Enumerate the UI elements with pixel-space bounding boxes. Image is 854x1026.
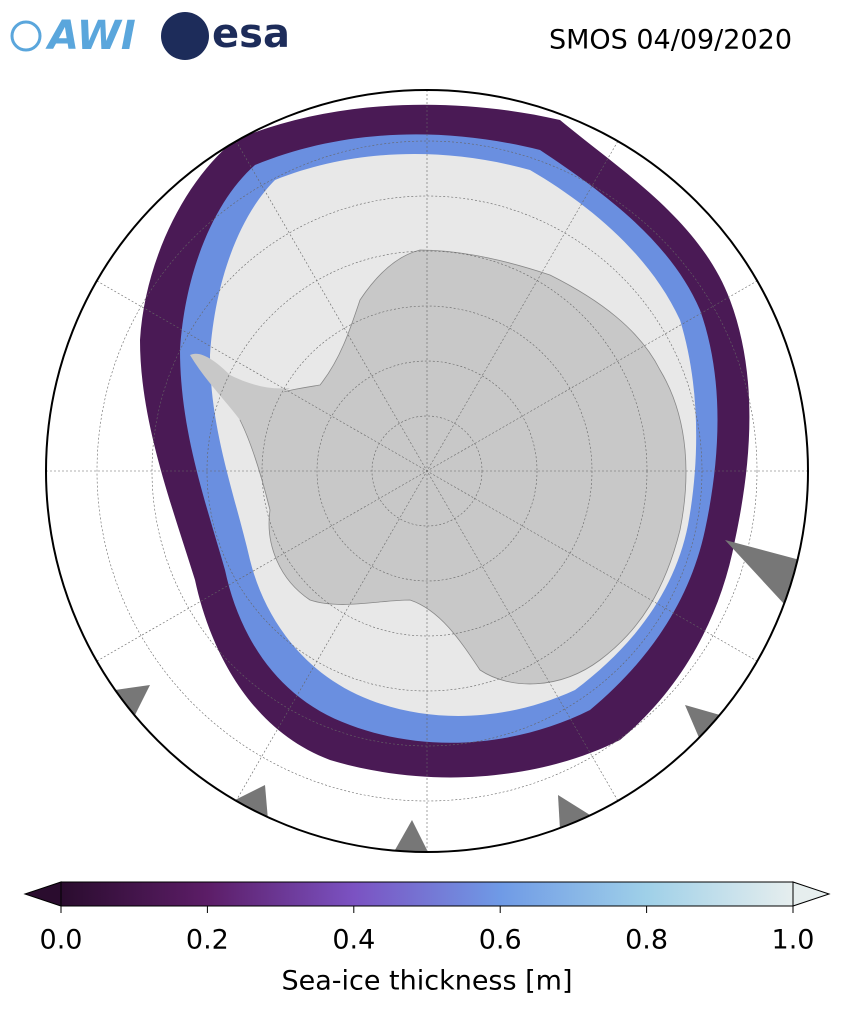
- antarctica: [239, 249, 687, 685]
- colorbar-tick-label: 0.8: [625, 925, 668, 956]
- colorbar-tick-label: 1.0: [772, 925, 815, 956]
- colorbar-tick-label: 0.4: [332, 925, 375, 956]
- colorbar-tick-label: 0.6: [479, 925, 522, 956]
- map-title: SMOS 04/09/2020: [549, 25, 792, 56]
- colorbar-tick-label: 0.2: [186, 925, 229, 956]
- peninsula: [190, 353, 290, 420]
- colorbar-gradient: [60, 881, 794, 907]
- logos: AWI esa: [10, 11, 290, 60]
- colorbar-label: Sea-ice thickness [m]: [281, 966, 572, 997]
- colorbar: 0.0 0.2 0.4 0.6 0.8 1.0: [23, 881, 831, 956]
- missing-data: [115, 540, 800, 852]
- colorbar-extend-low: [23, 881, 62, 907]
- awi-icon: [10, 20, 42, 52]
- esa-logo: esa: [212, 11, 290, 57]
- colorbar-tick-label: 0.0: [40, 925, 83, 956]
- graticule: [46, 90, 808, 852]
- esa-icon: [161, 12, 209, 60]
- awi-logo: AWI: [45, 13, 136, 59]
- map-frame: [45, 89, 809, 853]
- map: [46, 90, 808, 852]
- colorbar-extend-high: [792, 881, 831, 907]
